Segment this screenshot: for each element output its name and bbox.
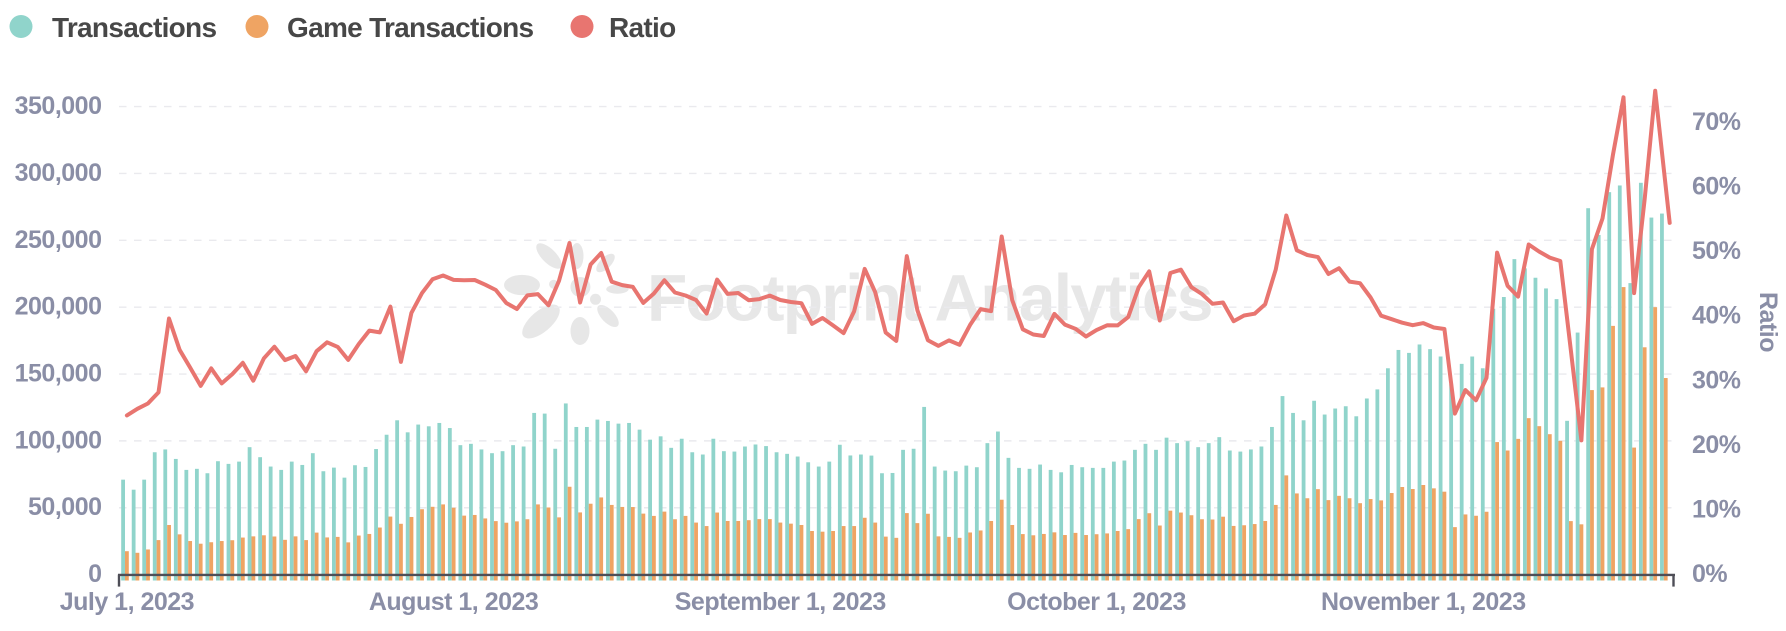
svg-text:70%: 70%	[1692, 108, 1741, 136]
svg-text:300,000: 300,000	[15, 159, 102, 187]
svg-text:September 1, 2023: September 1, 2023	[675, 588, 886, 616]
svg-text:50%: 50%	[1692, 237, 1741, 265]
svg-text:10%: 10%	[1692, 496, 1741, 524]
svg-text:250,000: 250,000	[15, 226, 102, 254]
svg-text:Footprint Analytics: Footprint Analytics	[647, 261, 1212, 335]
svg-text:Ratio: Ratio	[1754, 292, 1782, 352]
svg-text:200,000: 200,000	[15, 293, 102, 321]
svg-text:60%: 60%	[1692, 173, 1741, 201]
svg-text:October 1, 2023: October 1, 2023	[1007, 588, 1186, 616]
svg-text:100,000: 100,000	[15, 426, 102, 454]
svg-text:50,000: 50,000	[28, 493, 101, 521]
svg-text:350,000: 350,000	[15, 92, 102, 120]
svg-text:Game Transactions: Game Transactions	[287, 12, 534, 43]
svg-text:August 1, 2023: August 1, 2023	[369, 588, 538, 616]
svg-text:0%: 0%	[1692, 560, 1727, 588]
svg-text:20%: 20%	[1692, 431, 1741, 459]
svg-text:150,000: 150,000	[15, 360, 102, 388]
svg-text:Transactions: Transactions	[52, 12, 216, 43]
svg-text:0: 0	[88, 560, 101, 588]
svg-text:40%: 40%	[1692, 302, 1741, 330]
svg-text:November 1, 2023: November 1, 2023	[1321, 588, 1526, 616]
svg-text:July 1, 2023: July 1, 2023	[60, 588, 194, 616]
svg-text:Ratio: Ratio	[609, 12, 676, 43]
svg-text:30%: 30%	[1692, 366, 1741, 394]
